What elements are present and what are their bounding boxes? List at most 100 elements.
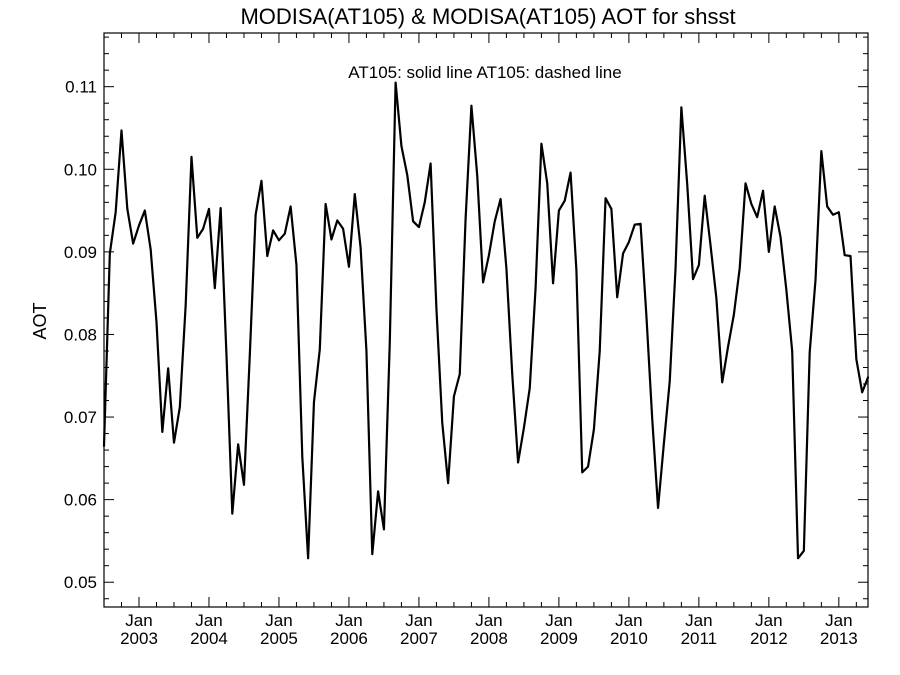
data-point	[470, 104, 473, 107]
data-point	[505, 267, 508, 270]
data-point	[214, 287, 216, 290]
data-point	[155, 321, 158, 323]
data-point	[225, 354, 228, 356]
data-point	[144, 209, 146, 212]
data-point	[499, 198, 502, 200]
data-point	[453, 395, 455, 398]
data-point	[598, 350, 601, 352]
data-point	[744, 182, 747, 185]
data-point	[412, 220, 414, 223]
data-point	[318, 348, 321, 351]
data-point	[762, 189, 764, 192]
data-point	[791, 350, 793, 352]
data-point	[628, 241, 630, 243]
data-point	[703, 194, 706, 197]
data-point	[838, 211, 840, 214]
data-point	[797, 557, 799, 560]
data-point	[552, 282, 554, 285]
data-point	[161, 431, 164, 433]
data-point	[400, 145, 403, 147]
data-point	[867, 376, 869, 379]
y-tick-label: 0.09	[64, 243, 97, 262]
data-point	[173, 441, 175, 444]
data-point	[441, 422, 444, 424]
data-point	[243, 483, 245, 486]
data-point	[307, 557, 309, 560]
data-point	[808, 351, 811, 354]
data-point	[709, 244, 712, 247]
x-tick-month-label: Jan	[685, 611, 712, 630]
data-point	[843, 254, 846, 256]
y-tick-label: 0.10	[64, 160, 97, 179]
data-point	[476, 175, 479, 177]
data-point	[540, 142, 543, 145]
data-point	[377, 490, 379, 493]
x-tick-year-label: 2013	[820, 629, 858, 648]
data-point	[633, 223, 636, 226]
data-point	[278, 239, 280, 242]
data-point	[756, 216, 758, 218]
data-point	[645, 314, 648, 317]
data-point	[534, 287, 537, 290]
data-point	[383, 528, 385, 531]
y-tick-label: 0.08	[64, 325, 97, 344]
data-point	[423, 201, 426, 204]
x-tick-month-label: Jan	[755, 611, 782, 630]
data-point	[663, 442, 665, 445]
chart-title: MODISA(AT105) & MODISA(AT105) AOT for sh…	[240, 4, 735, 29]
data-point	[132, 242, 134, 245]
data-point	[680, 106, 683, 109]
data-point	[103, 445, 105, 447]
data-point	[260, 180, 263, 182]
data-point	[814, 279, 817, 281]
data-point	[138, 224, 140, 227]
data-point	[179, 406, 181, 408]
data-point	[768, 251, 770, 253]
data-point	[429, 162, 432, 165]
data-point	[114, 211, 117, 214]
data-point	[237, 443, 239, 446]
data-point	[692, 278, 694, 280]
x-tick-year-label: 2004	[190, 629, 228, 648]
data-point	[832, 213, 834, 216]
data-point	[330, 238, 333, 241]
x-tick-year-label: 2010	[610, 629, 648, 648]
data-point	[616, 296, 619, 299]
data-point	[785, 289, 788, 291]
data-point	[283, 232, 286, 235]
data-point	[359, 246, 362, 249]
data-point	[353, 193, 356, 195]
data-point	[593, 428, 595, 431]
data-point	[190, 156, 193, 158]
data-point	[861, 391, 863, 394]
data-point	[266, 255, 269, 257]
data-point	[435, 308, 438, 310]
data-point	[546, 182, 549, 185]
data-point	[517, 461, 519, 464]
x-tick-month-label: Jan	[475, 611, 502, 630]
data-point	[202, 227, 204, 230]
data-point	[231, 512, 234, 515]
data-point	[289, 205, 292, 208]
y-tick-label: 0.11	[65, 78, 97, 97]
data-point	[511, 373, 514, 375]
data-point	[313, 401, 315, 403]
x-tick-year-label: 2011	[681, 629, 718, 648]
data-point	[773, 205, 776, 208]
data-point	[651, 417, 654, 420]
data-point	[587, 465, 589, 468]
data-point	[254, 213, 257, 216]
x-tick-month-label: Jan	[405, 611, 432, 630]
data-point	[826, 205, 828, 208]
data-point	[301, 455, 304, 458]
data-point	[109, 252, 111, 255]
data-point	[295, 264, 298, 266]
x-tick-month-label: Jan	[265, 611, 292, 630]
x-tick-year-label: 2012	[750, 629, 788, 648]
x-tick-year-label: 2003	[120, 629, 158, 648]
data-point	[493, 220, 496, 223]
data-point	[686, 183, 689, 185]
y-tick-label: 0.05	[64, 573, 97, 592]
data-point	[388, 341, 391, 344]
data-point	[394, 81, 397, 84]
